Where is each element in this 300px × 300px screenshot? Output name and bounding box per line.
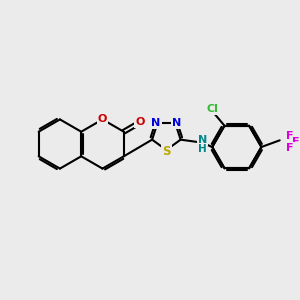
Text: Cl: Cl <box>206 104 218 114</box>
Text: S: S <box>162 145 171 158</box>
Text: F: F <box>286 143 294 153</box>
Text: H: H <box>198 144 207 154</box>
Text: O: O <box>98 114 107 124</box>
Text: N: N <box>172 118 181 128</box>
Text: N: N <box>198 135 207 145</box>
Text: N: N <box>152 118 161 128</box>
Text: F: F <box>286 131 294 141</box>
Text: F: F <box>292 137 300 147</box>
Text: O: O <box>135 117 145 128</box>
